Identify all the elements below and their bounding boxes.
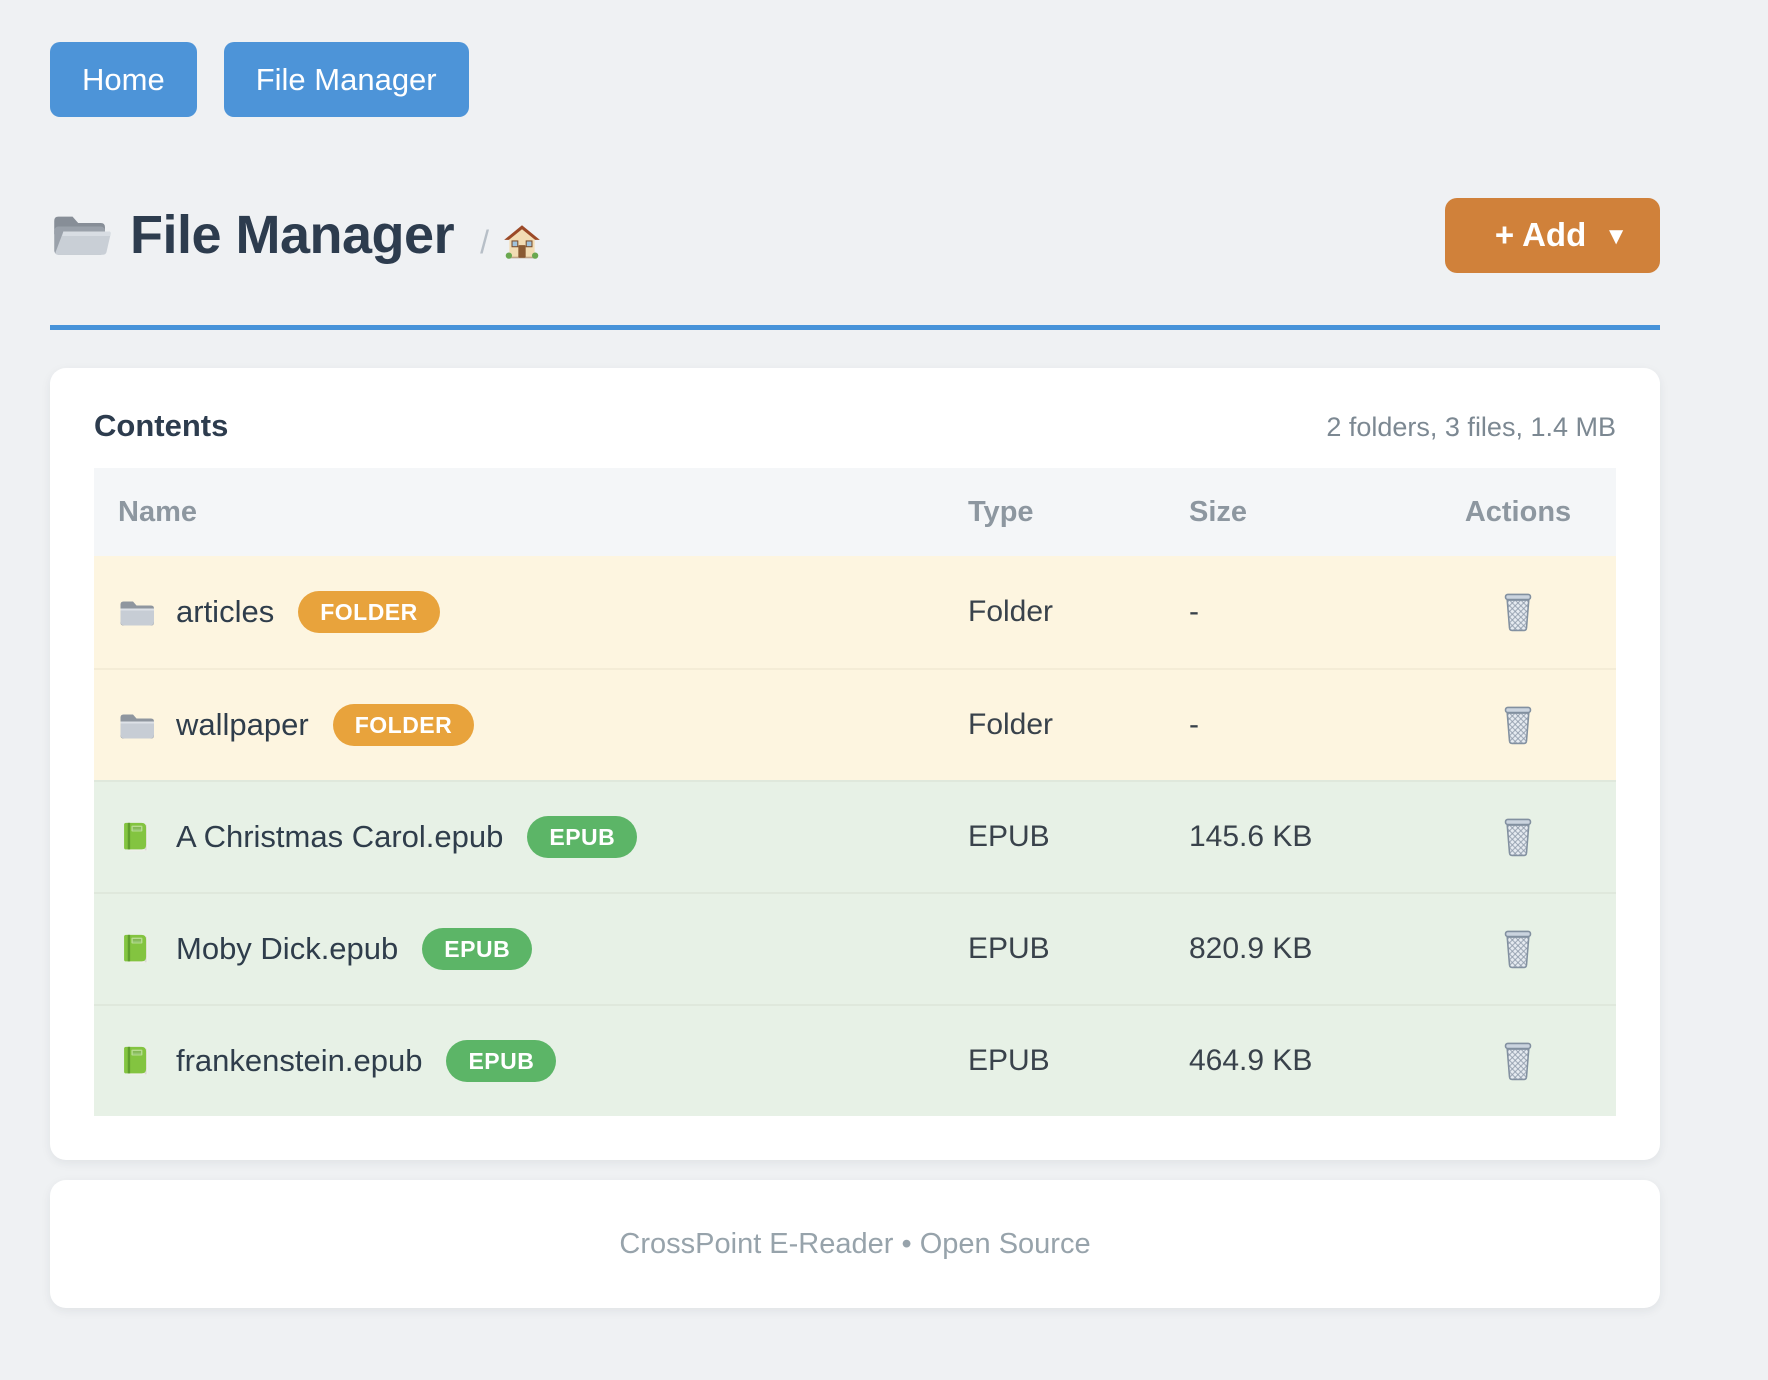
file-name: Moby Dick.epub	[176, 931, 399, 966]
table-header-row: Name Type Size Actions	[94, 468, 1616, 556]
folder-icon	[118, 596, 154, 629]
contents-card: Contents 2 folders, 3 files, 1.4 MB Name…	[50, 368, 1660, 1160]
add-label: + Add	[1494, 216, 1587, 253]
delete-button[interactable]	[1493, 812, 1543, 862]
page-title: File Manager	[130, 205, 455, 265]
size-cell: 820.9 KB	[1189, 932, 1313, 965]
top-nav: Home File Manager	[50, 42, 1660, 117]
file-name: A Christmas Carol.epub	[176, 819, 504, 854]
table-body: articles FOLDER Folder - wallpaper FOLDE…	[94, 556, 1616, 1116]
type-badge: EPUB	[527, 816, 638, 858]
actions-cell	[1420, 812, 1616, 862]
size-cell: 464.9 KB	[1189, 1044, 1313, 1077]
breadcrumb-home-button[interactable]	[501, 222, 543, 262]
actions-cell	[1420, 700, 1616, 750]
file-name: articles	[176, 594, 275, 629]
size-cell: -	[1189, 595, 1199, 628]
column-header-type: Type	[968, 495, 1034, 528]
contents-summary: 2 folders, 3 files, 1.4 MB	[1326, 412, 1616, 442]
trash-icon	[1501, 1040, 1535, 1082]
delete-button[interactable]	[1493, 587, 1543, 637]
file-name: wallpaper	[176, 707, 309, 742]
nav-home-button[interactable]: Home	[50, 42, 197, 117]
trash-icon	[1501, 704, 1535, 746]
book-icon	[118, 821, 154, 854]
column-header-size: Size	[1189, 495, 1248, 528]
name-cell: wallpaper FOLDER	[94, 704, 944, 746]
breadcrumb-separator: /	[480, 223, 489, 260]
card-head: Contents 2 folders, 3 files, 1.4 MB	[94, 408, 1616, 444]
page-header: File Manager / + Add ▼	[50, 187, 1660, 283]
caret-down-icon: ▼	[1604, 222, 1628, 250]
table-row[interactable]: A Christmas Carol.epub EPUB EPUB 145.6 K…	[94, 780, 1616, 892]
actions-cell	[1420, 924, 1616, 974]
type-cell: Folder	[968, 595, 1054, 628]
add-button[interactable]: + Add ▼	[1444, 197, 1660, 273]
open-folder-icon	[50, 209, 112, 261]
type-cell: EPUB	[968, 1044, 1050, 1077]
type-badge: FOLDER	[332, 704, 475, 746]
type-badge: EPUB	[446, 1040, 557, 1082]
name-cell: articles FOLDER	[94, 591, 944, 633]
type-badge: FOLDER	[298, 591, 440, 633]
trash-icon	[1501, 591, 1535, 633]
nav-file-manager-button[interactable]: File Manager	[223, 42, 469, 117]
table-row[interactable]: wallpaper FOLDER Folder -	[94, 668, 1616, 780]
column-header-name: Name	[118, 495, 197, 528]
page-content: Home File Manager File Manager / + Add ▼…	[50, 42, 1660, 1308]
header-divider	[50, 325, 1660, 330]
type-cell: Folder	[968, 708, 1054, 741]
table-row[interactable]: Moby Dick.epub EPUB EPUB 820.9 KB	[94, 892, 1616, 1004]
delete-button[interactable]	[1493, 1036, 1543, 1086]
size-cell: -	[1189, 708, 1199, 741]
file-name: frankenstein.epub	[176, 1043, 423, 1078]
name-cell: A Christmas Carol.epub EPUB	[94, 816, 944, 858]
type-cell: EPUB	[968, 932, 1050, 965]
footer-text: CrossPoint E-Reader • Open Source	[619, 1227, 1091, 1260]
name-cell: frankenstein.epub EPUB	[94, 1040, 944, 1082]
type-badge: EPUB	[422, 928, 533, 970]
actions-cell	[1420, 1036, 1616, 1086]
file-table: Name Type Size Actions articles FOLDER F…	[94, 468, 1616, 1116]
delete-button[interactable]	[1493, 924, 1543, 974]
folder-icon	[118, 709, 154, 742]
actions-cell	[1420, 587, 1616, 637]
footer: CrossPoint E-Reader • Open Source	[50, 1180, 1660, 1308]
size-cell: 145.6 KB	[1189, 820, 1313, 853]
house-icon	[501, 222, 543, 262]
trash-icon	[1501, 928, 1535, 970]
table-row[interactable]: articles FOLDER Folder -	[94, 556, 1616, 668]
book-icon	[118, 1045, 154, 1078]
book-icon	[118, 933, 154, 966]
name-cell: Moby Dick.epub EPUB	[94, 928, 944, 970]
type-cell: EPUB	[968, 820, 1050, 853]
column-header-actions: Actions	[1464, 495, 1572, 528]
trash-icon	[1501, 816, 1535, 858]
delete-button[interactable]	[1493, 700, 1543, 750]
contents-title: Contents	[94, 408, 229, 443]
table-row[interactable]: frankenstein.epub EPUB EPUB 464.9 KB	[94, 1004, 1616, 1116]
title-wrap: File Manager /	[50, 204, 543, 266]
